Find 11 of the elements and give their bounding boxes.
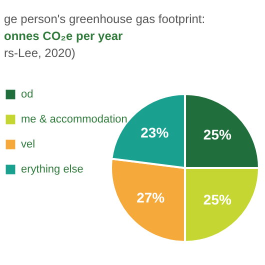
data-label: 25% bbox=[203, 126, 232, 143]
data-label: 23% bbox=[140, 124, 170, 141]
legend-label: vel bbox=[21, 138, 36, 150]
text: rs-Lee, 2020) bbox=[4, 46, 76, 60]
chart-subtitle: onnes CO₂e per year bbox=[4, 29, 124, 43]
legend-label: od bbox=[21, 88, 34, 100]
legend-label: erything else bbox=[21, 164, 84, 176]
data-label: 25% bbox=[203, 191, 232, 208]
chart-title: ge person's greenhouse gas footprint: bbox=[4, 12, 206, 26]
data-label: 27% bbox=[136, 189, 166, 206]
legend-label: me & accommodation bbox=[21, 114, 128, 126]
